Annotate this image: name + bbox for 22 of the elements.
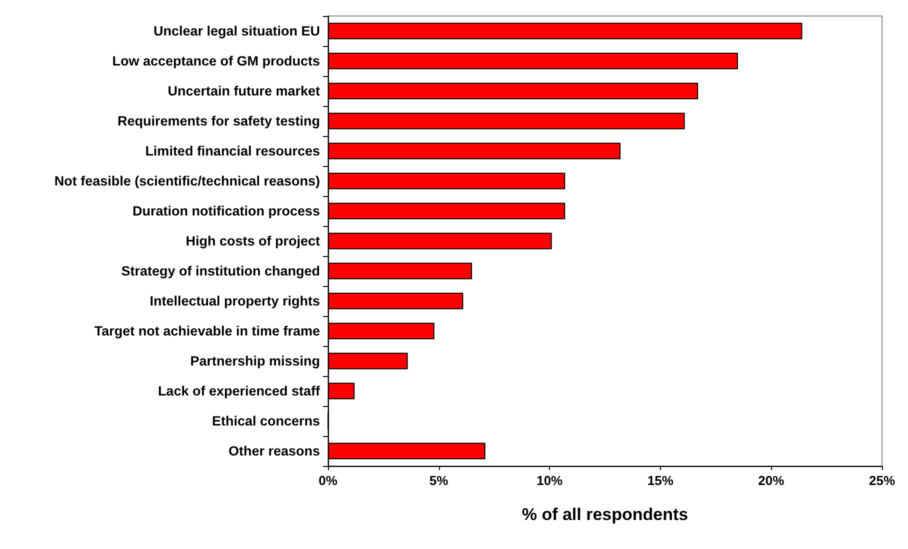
y-tick-label: Partnership missing bbox=[190, 354, 320, 368]
x-tick-label: 10% bbox=[536, 473, 564, 488]
y-tick-label: Target not achievable in time frame bbox=[94, 324, 320, 338]
y-tick-label: Ethical concerns bbox=[212, 414, 320, 428]
x-tick-label: 20% bbox=[758, 473, 785, 488]
y-tick-label: Strategy of institution changed bbox=[121, 264, 320, 278]
y-tick-label: High costs of project bbox=[186, 234, 320, 248]
x-tick-label: 5% bbox=[429, 473, 449, 488]
x-tick-label: 25% bbox=[868, 473, 896, 488]
x-tick-label: 15% bbox=[647, 473, 674, 488]
x-axis-title: % of all respondents bbox=[522, 505, 688, 524]
y-tick-label: Limited financial resources bbox=[145, 144, 320, 158]
y-tick-label: Not feasible (scientific/technical reasons) bbox=[54, 174, 320, 188]
y-tick-label: Uncertain future market bbox=[168, 84, 320, 98]
y-tick-label: Requirements for safety testing bbox=[117, 114, 320, 128]
y-tick-label: Duration notification process bbox=[132, 204, 320, 218]
y-tick-label: Unclear legal situation EU bbox=[153, 24, 320, 38]
y-tick-label: Low acceptance of GM products bbox=[112, 54, 320, 68]
y-tick-label: Lack of experienced staff bbox=[158, 384, 320, 398]
y-tick-label: Intellectual property rights bbox=[150, 294, 320, 308]
y-tick-label: Other reasons bbox=[228, 444, 320, 458]
x-tick-label: 0% bbox=[318, 473, 338, 488]
